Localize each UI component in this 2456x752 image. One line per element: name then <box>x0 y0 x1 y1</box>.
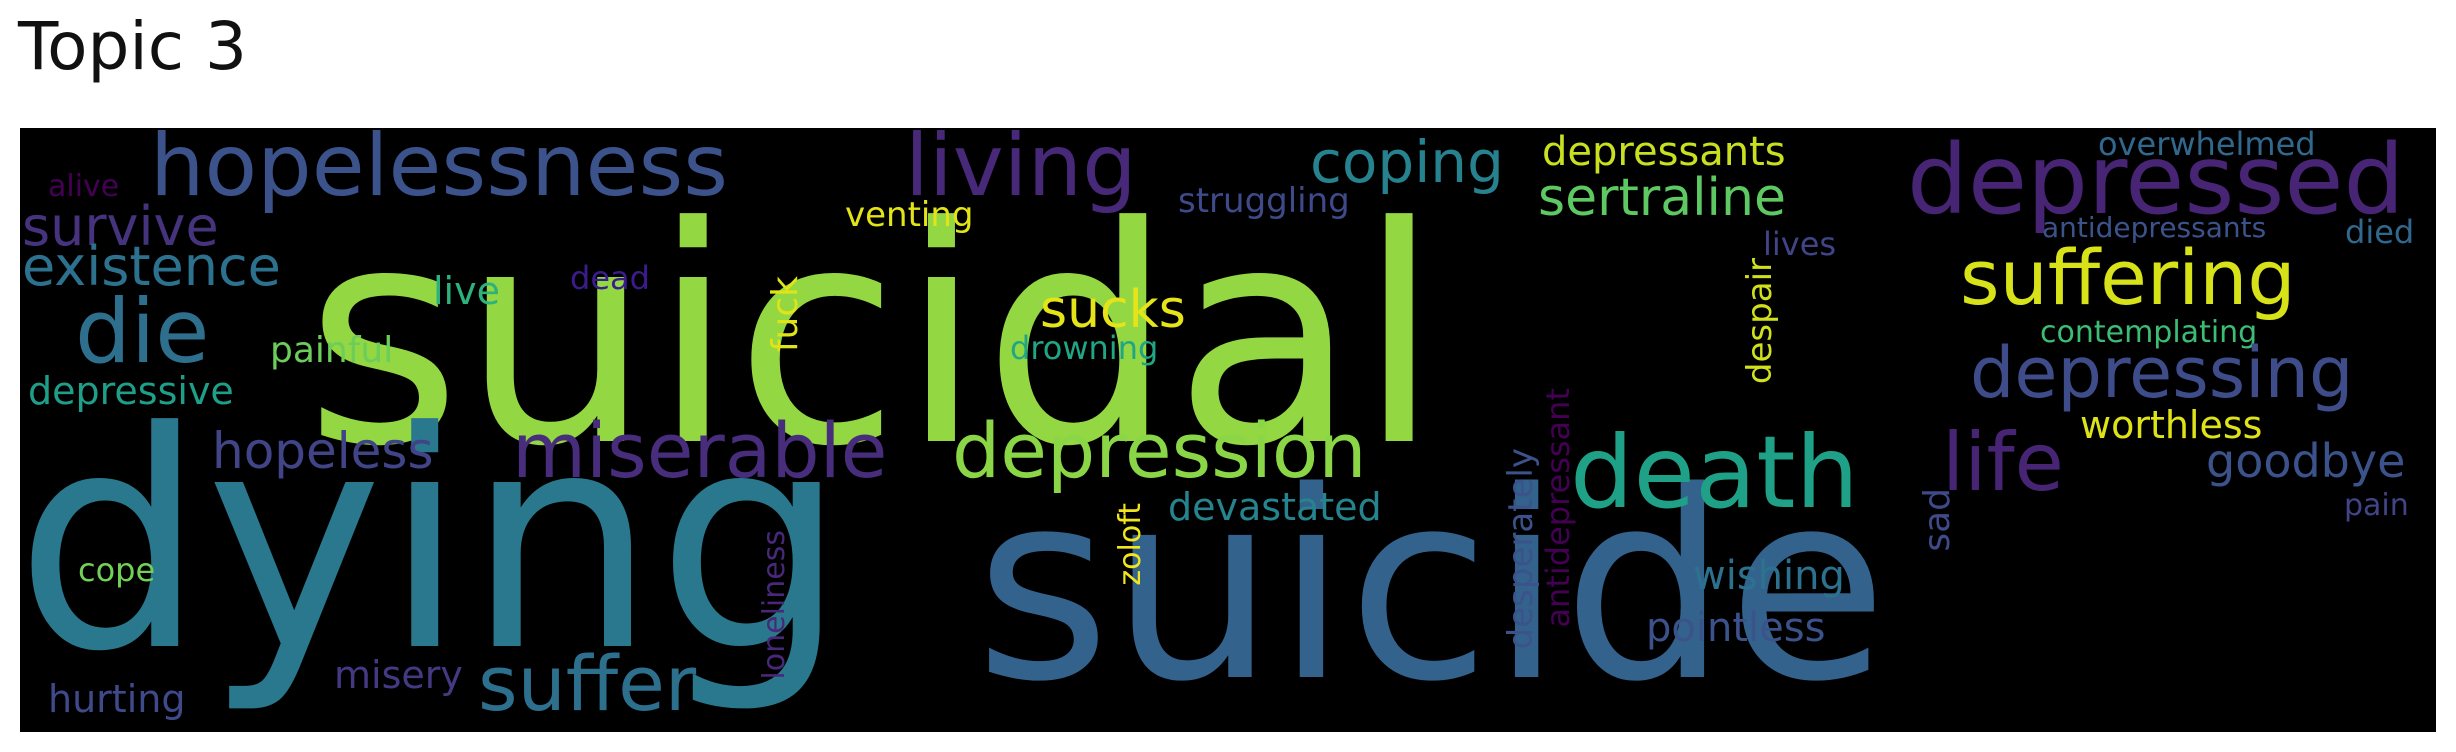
word-hopelessness: hopelessness <box>150 128 729 216</box>
word-depression: depression <box>952 406 1367 495</box>
word-sucks: sucks <box>1040 280 1186 340</box>
word-sertraline: sertraline <box>1538 168 1786 228</box>
word-depressants: depressants <box>1542 129 1786 175</box>
word-alive: alive <box>48 169 120 204</box>
word-goodbye: goodbye <box>2206 434 2406 488</box>
word-die: die <box>75 280 210 383</box>
word-overwhelmed: overwhelmed <box>2098 128 2316 163</box>
word-cope: cope <box>78 551 156 589</box>
word-live: live <box>433 269 500 313</box>
word-struggling: struggling <box>1178 181 1350 221</box>
word-zoloft: zoloft <box>1113 503 1148 586</box>
word-cloud: suicidal dying suicide hopelessness livi… <box>20 128 2436 732</box>
word-devastated: devastated <box>1168 485 1382 529</box>
word-depressing: depressing <box>1970 332 2354 414</box>
word-lives: lives <box>1763 225 1837 263</box>
word-fuck: fuck <box>765 276 806 353</box>
word-pointless: pointless <box>1646 605 1826 651</box>
page-title: Topic 3 <box>18 8 247 85</box>
word-venting: venting <box>845 195 974 235</box>
word-pain: pain <box>2344 488 2409 523</box>
word-survive: survive <box>22 195 219 258</box>
word-suicidal: suicidal <box>305 163 1441 512</box>
word-died: died <box>2345 213 2415 251</box>
word-hopeless: hopeless <box>212 422 434 480</box>
word-dead: dead <box>570 259 650 297</box>
word-hurting: hurting <box>48 677 186 721</box>
word-existence: existence <box>22 235 281 298</box>
word-living: living <box>905 128 1137 216</box>
word-desperately: desperately <box>1501 448 1541 650</box>
word-suffering: suffering <box>1960 233 2296 322</box>
word-coping: coping <box>1310 128 1504 196</box>
word-contemplating: contemplating <box>2040 315 2258 350</box>
word-life: life <box>1942 416 2064 509</box>
word-antidepressants: antidepressants <box>2042 211 2267 244</box>
word-miserable: miserable <box>512 406 888 495</box>
word-death: death <box>1570 414 1859 531</box>
word-worthless: worthless <box>2080 403 2263 447</box>
word-drowning: drowning <box>1010 329 1159 367</box>
word-suicide: suicide <box>975 437 1888 732</box>
word-despair: despair <box>1740 258 1780 385</box>
word-dying: dying <box>20 368 847 717</box>
word-suffer: suffer <box>478 639 697 728</box>
word-misery: misery <box>334 653 463 697</box>
word-depressive: depressive <box>28 369 234 413</box>
word-sad: sad <box>1917 488 1958 552</box>
word-loneliness: loneliness <box>757 530 792 680</box>
word-painful: painful <box>270 330 394 371</box>
word-depressed: depressed <box>1907 128 2405 236</box>
word-wishing: wishing <box>1693 553 1845 599</box>
